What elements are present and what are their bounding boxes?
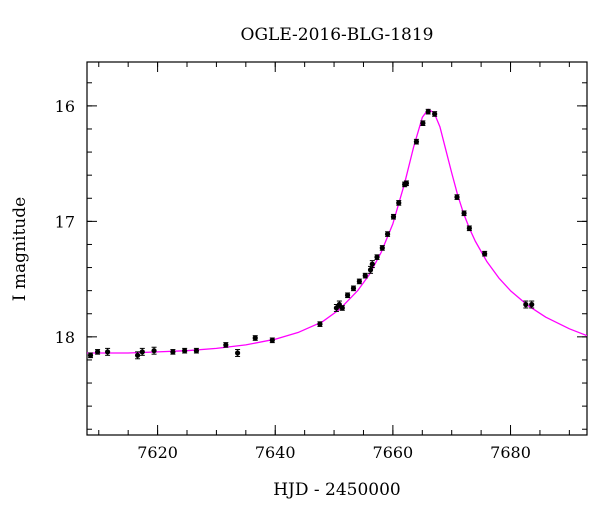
data-point: [317, 321, 323, 327]
data-point: [529, 300, 535, 309]
data-point: [374, 254, 380, 260]
data-marker: [362, 273, 368, 279]
data-point: [104, 347, 111, 356]
y-tick-label: 17: [55, 212, 75, 231]
data-marker: [94, 349, 101, 355]
data-point: [350, 285, 357, 292]
data-marker: [367, 267, 374, 273]
data-point: [151, 346, 157, 355]
data-marker: [139, 349, 145, 355]
data-marker: [413, 139, 420, 145]
data-point: [403, 180, 410, 187]
data-point: [384, 231, 391, 237]
y-tick-label: 16: [55, 97, 75, 116]
x-tick-label: 7680: [490, 443, 531, 462]
x-axis-label: HJD - 2450000: [273, 480, 401, 500]
tick-labels: 7620 7640 7660 7680 16 17 18: [55, 97, 531, 462]
data-marker: [333, 305, 340, 311]
data-marker: [269, 337, 275, 343]
data-point: [482, 250, 488, 257]
data-point: [454, 194, 460, 200]
data-marker: [384, 231, 391, 237]
data-point: [432, 111, 438, 117]
plot-frame: [86, 61, 588, 436]
data-point: [461, 210, 467, 217]
data-marker: [182, 348, 188, 354]
data-marker: [87, 352, 94, 358]
data-marker: [170, 349, 176, 355]
data-marker: [104, 349, 111, 355]
x-tick-label: 7660: [373, 443, 414, 462]
data-marker: [396, 200, 402, 206]
model-curve: [87, 108, 587, 354]
data-point: [134, 351, 141, 360]
data-marker: [482, 251, 488, 257]
data-point: [87, 352, 94, 359]
data-marker: [420, 120, 426, 126]
data-marker: [234, 350, 241, 356]
data-point: [252, 335, 258, 341]
data-point: [379, 245, 385, 251]
data-point: [139, 347, 145, 356]
data-marker: [466, 225, 472, 231]
data-point: [182, 347, 188, 354]
data-marker: [344, 292, 351, 298]
data-point: [234, 349, 241, 357]
data-marker: [193, 348, 200, 354]
data-marker: [374, 254, 380, 260]
data-point: [344, 292, 351, 299]
data-marker: [425, 109, 431, 115]
data-marker: [134, 352, 141, 358]
x-tick-label: 7620: [137, 443, 178, 462]
y-tick-label: 18: [55, 328, 75, 347]
data-point: [94, 349, 101, 355]
data-marker: [403, 180, 410, 186]
data-point: [339, 305, 345, 311]
axis-ticks: [87, 62, 587, 435]
data-marker: [529, 301, 535, 308]
chart-title: OGLE-2016-BLG-1819: [241, 25, 434, 45]
data-point: [193, 347, 200, 354]
data-point: [466, 225, 472, 232]
data-marker: [454, 194, 460, 200]
data-marker: [379, 245, 385, 251]
data-point: [396, 200, 402, 206]
data-marker: [339, 305, 345, 311]
data-marker: [317, 321, 323, 327]
data-point: [223, 342, 229, 348]
x-tick-label: 7640: [255, 443, 296, 462]
data-marker: [151, 348, 157, 354]
data-marker: [252, 335, 258, 341]
data-point: [269, 337, 275, 344]
data-point: [425, 108, 431, 115]
y-axis-label: I magnitude: [10, 197, 30, 301]
data-marker: [432, 111, 438, 117]
data-marker: [461, 210, 467, 216]
data-marker: [223, 342, 229, 348]
data-marker: [523, 301, 529, 308]
plot-area: [87, 108, 587, 360]
data-point: [523, 300, 529, 309]
data-point: [413, 138, 420, 145]
data-point: [367, 265, 374, 274]
data-point: [390, 213, 397, 220]
data-marker: [390, 214, 397, 220]
data-marker: [356, 278, 362, 285]
data-point: [170, 349, 176, 355]
data-point: [369, 260, 375, 269]
data-point: [362, 272, 368, 279]
data-marker: [350, 285, 357, 291]
data-point: [356, 278, 362, 285]
data-marker: [369, 261, 375, 267]
data-point: [420, 120, 426, 127]
